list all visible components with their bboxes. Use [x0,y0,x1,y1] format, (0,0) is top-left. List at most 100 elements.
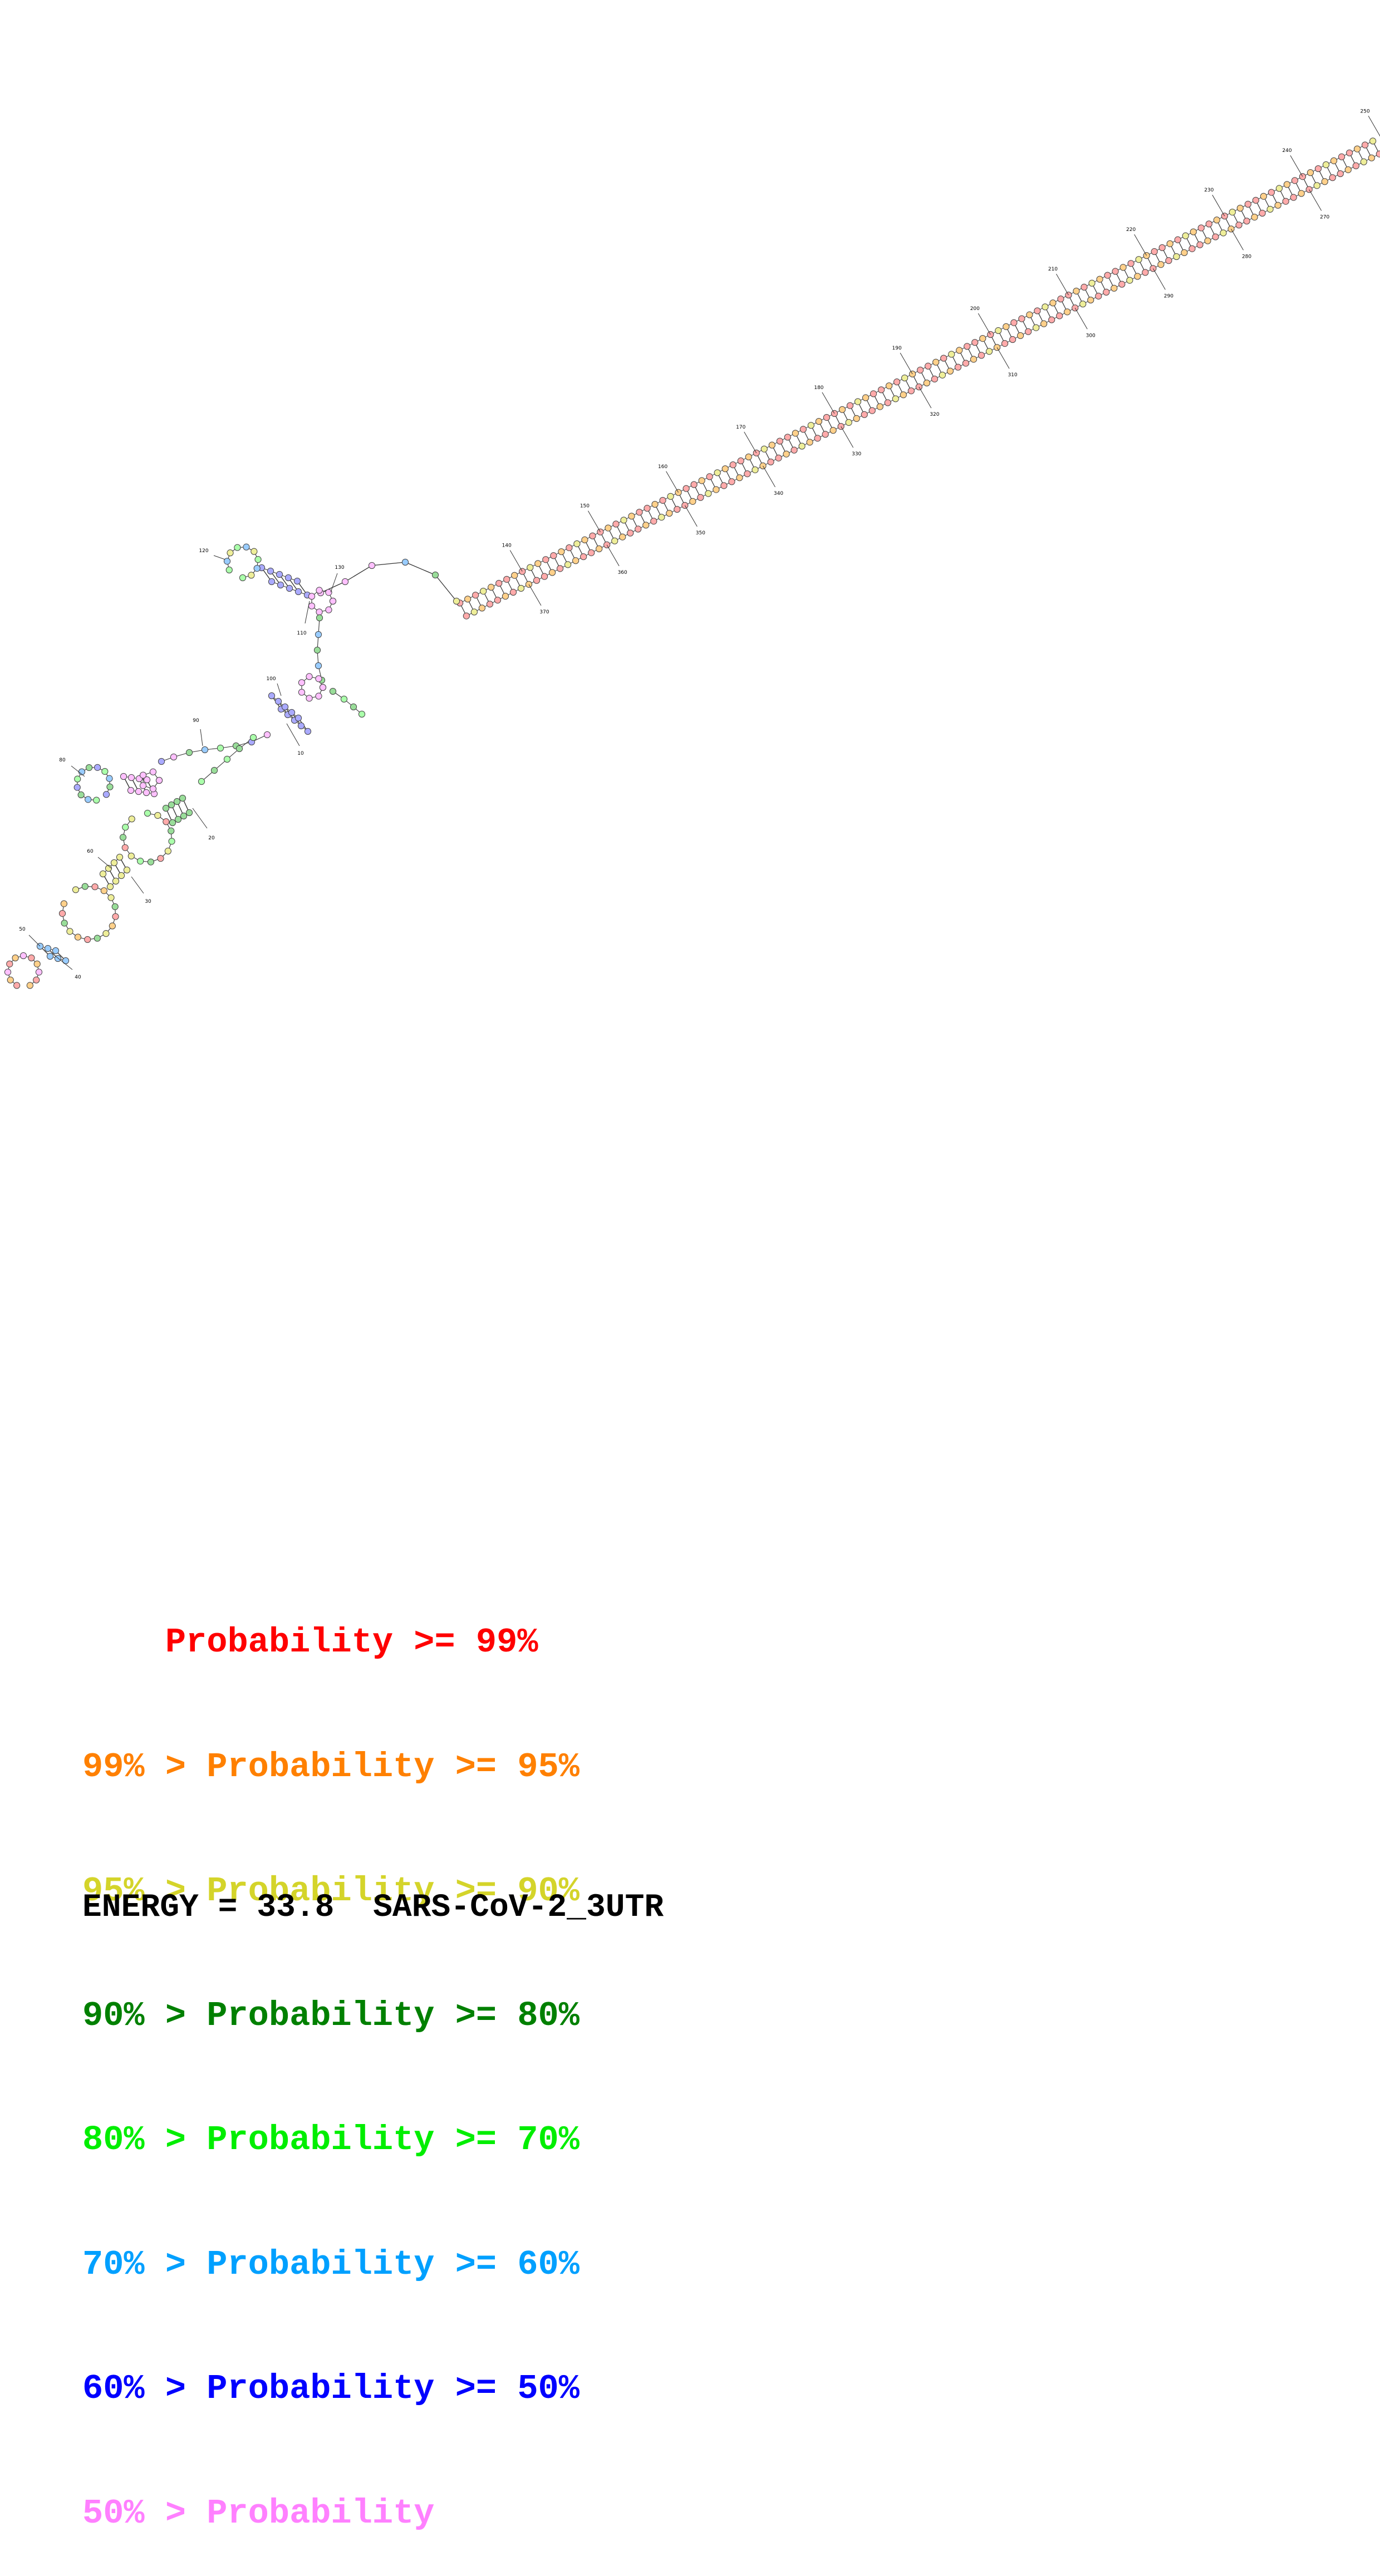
nucleotide [61,920,67,926]
nucleotide [179,795,185,801]
nucleotide [769,442,775,448]
nucleotide [1244,218,1250,224]
nucleotide [791,447,797,453]
nucleotide [62,957,68,963]
nucleotide [706,474,713,480]
nucleotide [862,395,868,401]
nucleotide [588,549,595,555]
position-tick [607,545,619,566]
nucleotide [330,688,336,694]
nucleotide [800,426,806,432]
position-label: 60 [87,849,94,854]
nucleotide [1167,240,1173,247]
nucleotide [612,538,618,544]
nucleotide [543,557,549,563]
nucleotide [100,871,106,877]
rna-secondary-structure: 1401501601701801902002102202302402502702… [0,0,1380,1002]
position-tick [29,935,40,946]
nucleotide [286,585,292,591]
nucleotide [227,550,233,556]
nucleotide [652,501,658,507]
nucleotide [358,711,365,717]
nucleotide [306,695,312,701]
nucleotide [1151,248,1157,254]
nucleotide [27,982,33,989]
nucleotide [202,746,208,753]
nucleotide [1259,210,1265,216]
position-label: 350 [696,530,705,536]
position-label: 220 [1126,227,1136,233]
position-tick [978,313,990,335]
position-tick [1153,268,1165,289]
nucleotide [1275,202,1281,208]
nucleotide [705,490,711,496]
legend-row-6: 70% > Probability >= 60% [82,2244,579,2286]
nucleotide [1251,214,1258,220]
nucleotide [1112,268,1118,274]
nucleotide [980,336,986,342]
nucleotide [255,557,261,563]
position-label: 240 [1282,148,1291,154]
nucleotide [28,955,35,961]
backbone-segment [345,566,372,582]
nucleotide [582,537,588,543]
nucleotide [1011,319,1017,326]
backbone-segment [321,582,345,593]
nucleotide [627,530,633,536]
nucleotide [128,774,134,780]
nucleotide [667,493,674,499]
nucleotide [140,772,146,778]
nucleotide [1111,285,1117,291]
position-label: 370 [539,609,549,615]
nucleotide [72,887,78,893]
nucleotide [1368,155,1374,161]
nucleotide [1197,242,1203,248]
nucleotide [285,574,291,581]
nucleotide [714,470,720,476]
nucleotide [729,479,735,485]
nucleotide [1003,323,1009,330]
nucleotide [807,439,813,445]
nucleotide [1307,170,1313,176]
nucleotide [402,559,408,565]
nucleotide [1329,175,1335,181]
nucleotide [75,776,81,782]
position-label: 10 [297,751,304,756]
nucleotide [52,947,58,953]
nucleotide [1065,292,1072,298]
nucleotide [745,454,752,460]
nucleotide [574,540,580,547]
legend-row-8: 50% > Probability [82,2493,579,2535]
nucleotide [276,571,282,577]
nucleotide [1290,194,1296,200]
nucleotide [822,431,828,437]
nucleotide [635,526,641,532]
nucleotide [295,588,301,594]
position-tick [1231,229,1244,250]
nucleotide [1370,138,1376,144]
nucleotide [298,680,305,686]
nucleotide [1166,258,1172,264]
nucleotide [169,819,175,825]
position-label: 280 [1242,254,1251,259]
nucleotide [853,415,860,421]
nucleotide [1119,281,1125,287]
backbone-segment [435,575,456,601]
nucleotide [106,775,112,781]
nucleotide [169,838,175,844]
nucleotide [85,936,91,942]
nucleotide [1306,186,1312,193]
nucleotide [1033,325,1039,331]
nucleotide [902,375,908,381]
nucleotide [900,392,906,398]
nucleotide [870,391,876,397]
nucleotide [129,816,135,822]
nucleotide [613,521,619,527]
nucleotide [250,734,256,740]
nucleotide [1229,209,1235,215]
nucleotide [1081,284,1087,290]
nucleotide [1220,230,1226,236]
nucleotide [122,824,129,830]
nucleotide [1182,233,1189,239]
nucleotide [986,348,992,355]
